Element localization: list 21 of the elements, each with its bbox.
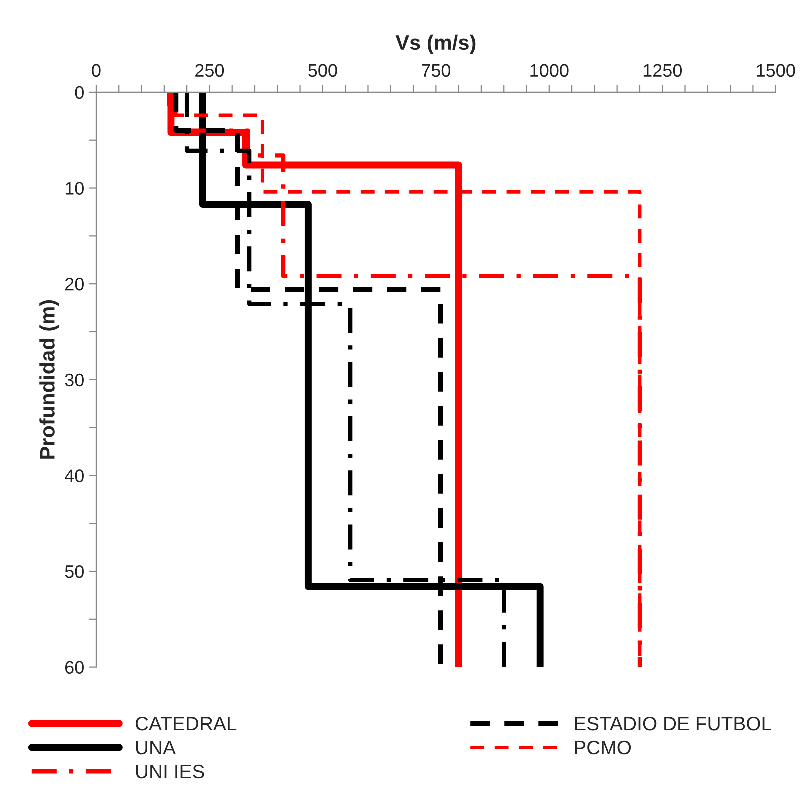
- y-tick-label: 10: [66, 182, 84, 195]
- legend-label: UNI IES: [136, 764, 204, 779]
- x-axis-title: Vs (m/s): [396, 34, 476, 54]
- y-tick-label: 60: [66, 661, 84, 674]
- y-tick-label: 30: [65, 374, 84, 387]
- legend-label: ESTADIO DE FUTBOL: [575, 716, 772, 731]
- x-tick-label: 0: [92, 64, 101, 78]
- y-axis-title: Profundidad (m): [40, 300, 60, 459]
- legend-label: CATEDRAL: [136, 716, 237, 731]
- x-tick-label: 750: [422, 64, 451, 78]
- x-tick-label: 1250: [644, 64, 682, 78]
- y-tick-label: 50: [65, 565, 84, 578]
- legend-label: UNA: [136, 741, 176, 755]
- y-tick-label: 20: [66, 278, 84, 291]
- legend-label: PCMO: [575, 740, 632, 755]
- x-tick-label: 500: [308, 64, 338, 78]
- y-tick-label: 0: [75, 86, 84, 100]
- y-tick-label: 40: [65, 470, 84, 482]
- x-tick-label: 1500: [757, 64, 796, 78]
- x-tick-label: 1000: [530, 64, 569, 78]
- x-tick-label: 250: [196, 64, 224, 78]
